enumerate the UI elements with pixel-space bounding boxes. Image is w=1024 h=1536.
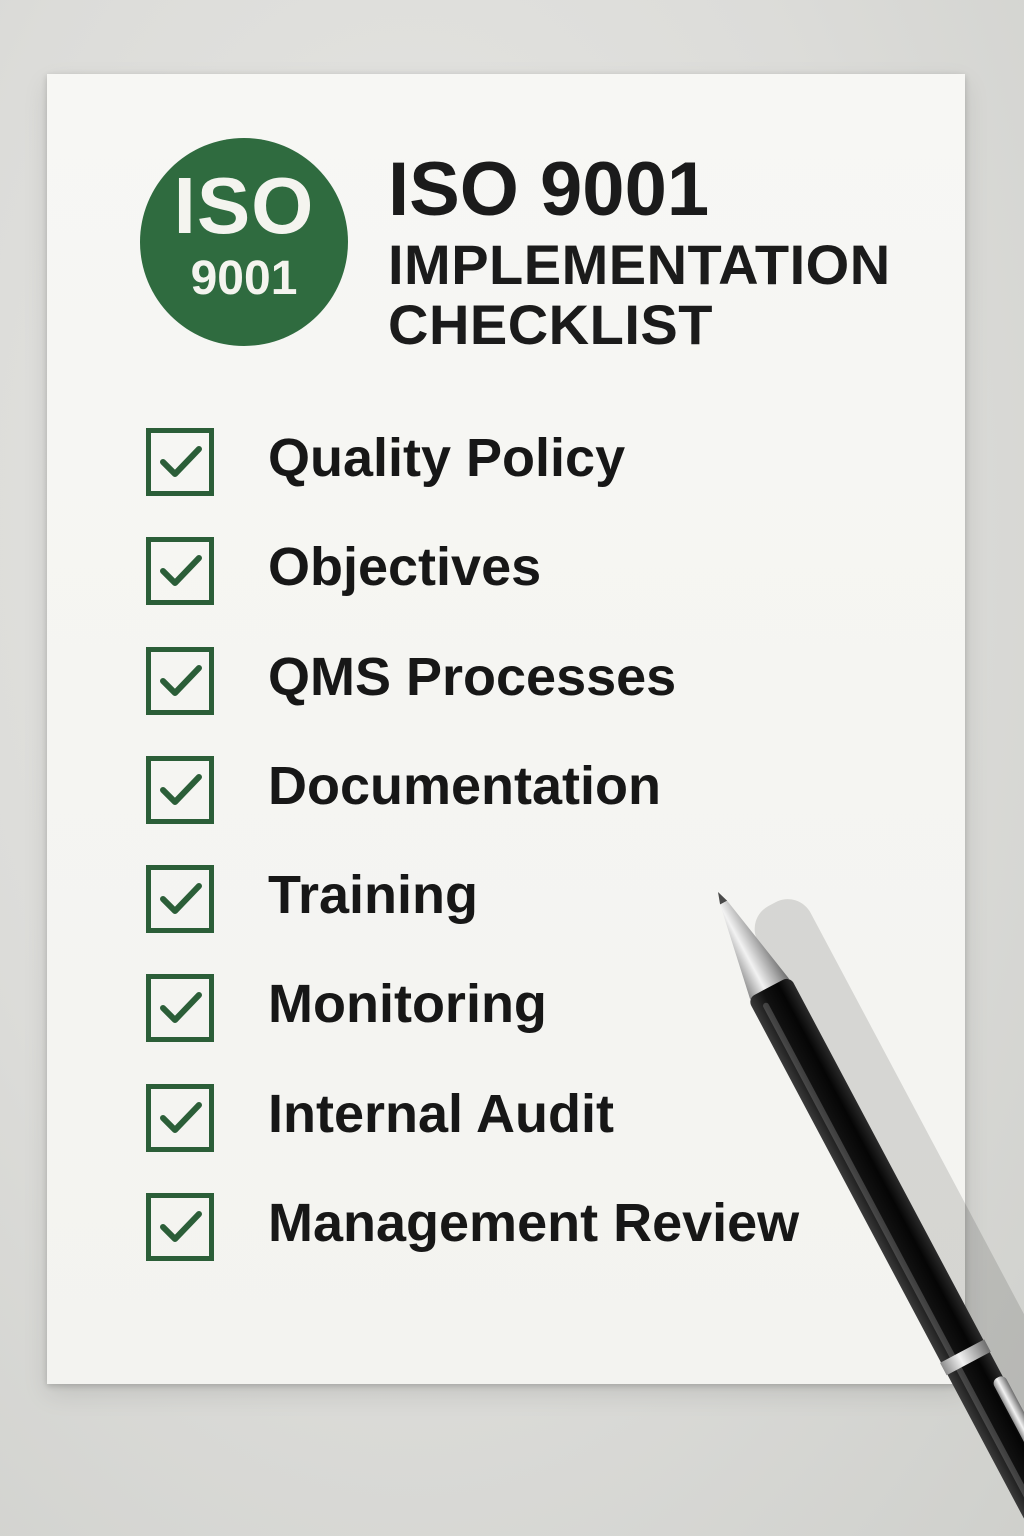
checkbox[interactable] xyxy=(146,428,214,496)
checklist-item-label: Documentation xyxy=(268,756,662,816)
page-title: ISO 9001 xyxy=(388,147,710,232)
checkmark-icon xyxy=(160,992,202,1023)
checkmark-icon xyxy=(160,446,202,477)
checklist-item[interactable]: Objectives xyxy=(146,533,866,613)
iso-badge: ISO 9001 xyxy=(140,138,348,346)
checkbox[interactable] xyxy=(146,1084,214,1152)
checklist-item[interactable]: Monitoring xyxy=(146,970,866,1050)
checkbox[interactable] xyxy=(146,756,214,824)
checklist-item[interactable]: Quality Policy xyxy=(146,424,866,504)
page-subtitle-line-1: IMPLEMENTATION xyxy=(388,233,891,296)
checkmark-icon xyxy=(160,774,202,805)
checklist-item-label: Objectives xyxy=(268,537,542,597)
checklist-item-label: Quality Policy xyxy=(268,428,626,488)
checkbox[interactable] xyxy=(146,647,214,715)
checkmark-icon xyxy=(160,1211,202,1242)
checklist-item[interactable]: Training xyxy=(146,861,866,941)
checkmark-icon xyxy=(160,883,202,914)
checklist-item-label: Management Review xyxy=(268,1193,800,1253)
badge-text-bottom: 9001 xyxy=(190,252,298,305)
checklist-item-label: Training xyxy=(268,865,479,925)
checkbox[interactable] xyxy=(146,537,214,605)
checklist-item[interactable]: QMS Processes xyxy=(146,643,866,723)
checklist-item-label: QMS Processes xyxy=(268,647,677,707)
checklist-item[interactable]: Internal Audit xyxy=(146,1080,866,1160)
checklist-item[interactable]: Documentation xyxy=(146,752,866,832)
checklist-item[interactable]: Management Review xyxy=(146,1189,866,1269)
checkbox[interactable] xyxy=(146,1193,214,1261)
page-subtitle-line-2: CHECKLIST xyxy=(388,293,713,356)
checklist-item-label: Monitoring xyxy=(268,974,547,1034)
checkbox[interactable] xyxy=(146,974,214,1042)
checklist-item-label: Internal Audit xyxy=(268,1084,614,1144)
checkmark-icon xyxy=(160,1102,202,1133)
checkmark-icon xyxy=(160,665,202,696)
checkbox[interactable] xyxy=(146,865,214,933)
checkmark-icon xyxy=(160,555,202,586)
badge-text-top: ISO xyxy=(173,161,315,250)
